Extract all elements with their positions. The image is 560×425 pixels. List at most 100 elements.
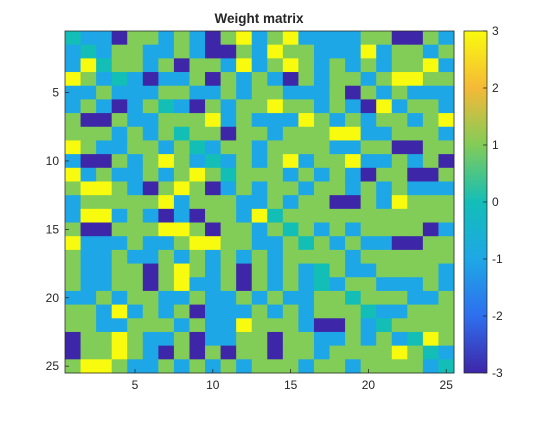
heatmap-cell — [251, 44, 268, 59]
heatmap-cell — [267, 44, 284, 59]
y-axis-ticks: 5 10 15 20 25 — [46, 86, 69, 373]
heatmap-cell — [251, 290, 268, 305]
heatmap-cell — [189, 72, 206, 87]
heatmap-cell — [360, 277, 377, 292]
heatmap-cell — [360, 44, 377, 59]
heatmap-cell — [251, 195, 268, 210]
heatmap-cell — [127, 181, 144, 196]
heatmap-cell — [438, 58, 455, 73]
heatmap-cell — [173, 304, 190, 319]
heatmap-cell — [173, 72, 190, 87]
heatmap-cell — [173, 113, 190, 128]
heatmap-cell — [142, 249, 159, 264]
heatmap-cell — [158, 249, 175, 264]
heatmap-cell — [236, 222, 253, 237]
colorbar-ticks: 3 2 1 0 -1 -2 -3 — [483, 24, 503, 380]
heatmap-cell — [422, 318, 439, 333]
heatmap-cell — [236, 181, 253, 196]
heatmap-cell — [313, 181, 330, 196]
heatmap-cell — [205, 58, 221, 73]
heatmap-cell — [80, 290, 97, 305]
heatmap-cell — [236, 31, 253, 46]
x-tick-label: 25 — [440, 378, 454, 392]
heatmap-cell — [407, 58, 424, 73]
heatmap-cell — [313, 44, 330, 59]
heatmap-cell — [329, 331, 346, 347]
heatmap-cell — [80, 31, 97, 46]
heatmap-cell — [298, 140, 315, 155]
heatmap-cell — [142, 181, 159, 196]
heatmap-cell — [267, 85, 284, 100]
heatmap-cell — [282, 249, 299, 264]
colorbar-tick-label: 3 — [492, 24, 499, 38]
heatmap-cell — [298, 31, 315, 46]
heatmap-cell — [158, 359, 175, 374]
heatmap-cell — [205, 126, 221, 141]
heatmap-cell — [236, 167, 253, 182]
heatmap-cell — [173, 345, 190, 360]
heatmap-cell — [376, 44, 393, 59]
heatmap-cell — [236, 304, 253, 319]
heatmap-cell — [391, 154, 408, 169]
heatmap-cell — [313, 236, 330, 251]
heatmap-cell — [251, 99, 268, 114]
heatmap-cell — [376, 58, 393, 73]
heatmap-cell — [313, 331, 330, 347]
heatmap-cell — [407, 331, 424, 347]
heatmap-cell — [407, 72, 424, 87]
heatmap-cell — [142, 167, 159, 182]
heatmap-cell — [142, 113, 159, 128]
heatmap-cell — [158, 181, 175, 196]
heatmap-cell — [345, 181, 362, 196]
heatmap-cell — [360, 85, 377, 100]
heatmap-cell — [205, 345, 221, 360]
heatmap-cell — [345, 208, 362, 223]
heatmap-cell — [111, 31, 128, 46]
heatmap-cell — [329, 345, 346, 360]
heatmap-cell — [158, 58, 175, 73]
heatmap-cell — [220, 167, 237, 182]
heatmap-cell — [111, 208, 128, 223]
heatmap-cell — [391, 72, 408, 87]
heatmap-cell — [158, 318, 175, 333]
heatmap-cell — [360, 290, 377, 305]
heatmap-cell — [422, 167, 439, 182]
heatmap-cell — [189, 208, 206, 223]
heatmap-cell — [267, 140, 284, 155]
heatmap-cell — [313, 359, 330, 374]
heatmap-cell — [438, 331, 455, 347]
heatmap-cell — [391, 126, 408, 141]
heatmap-cell — [220, 85, 237, 100]
heatmap-cell — [142, 99, 159, 114]
heatmap-cell — [438, 263, 455, 278]
heatmap-cell — [173, 318, 190, 333]
heatmap-cell — [267, 208, 284, 223]
heatmap-cell — [376, 113, 393, 128]
heatmap-cell — [329, 304, 346, 319]
heatmap-cell — [205, 331, 221, 347]
heatmap-cell — [329, 154, 346, 169]
heatmap-cell — [189, 304, 206, 319]
heatmap-cell — [391, 359, 408, 374]
heatmap-cell — [422, 31, 439, 46]
heatmap-cell — [205, 290, 221, 305]
heatmap-cell — [282, 263, 299, 278]
heatmap-cell — [158, 167, 175, 182]
heatmap-cell — [111, 154, 128, 169]
heatmap-cell — [220, 99, 237, 114]
heatmap-cell — [298, 222, 315, 237]
heatmap-cell — [391, 58, 408, 73]
heatmap-cell — [205, 31, 221, 46]
heatmap-cell — [158, 263, 175, 278]
heatmap-cell — [205, 72, 221, 87]
heatmap-cell — [313, 113, 330, 128]
heatmap-cell — [313, 290, 330, 305]
x-tick-label: 15 — [284, 378, 298, 392]
heatmap-cell — [360, 154, 377, 169]
heatmap-cell — [220, 249, 237, 264]
heatmap-cell — [298, 345, 315, 360]
heatmap-cell — [205, 359, 221, 374]
heatmap-cell — [329, 126, 346, 141]
heatmap-cell — [96, 331, 113, 347]
heatmap-cell — [438, 290, 455, 305]
